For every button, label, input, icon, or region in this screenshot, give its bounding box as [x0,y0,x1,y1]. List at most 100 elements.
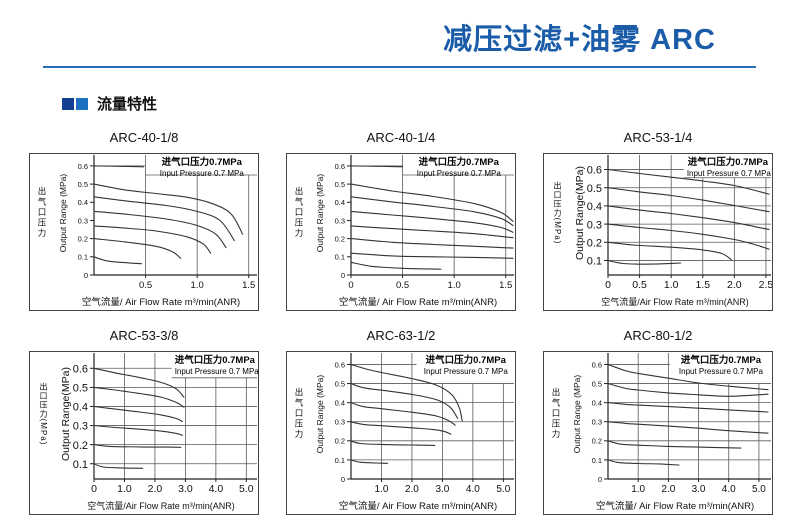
svg-text:0.6: 0.6 [78,162,88,171]
chart-box: 出气口压力 Output Range (MPa) 0 0.1 0.2 0.3 0.4 0.… [29,153,259,311]
svg-text:0.4: 0.4 [592,398,602,407]
y-axis-label-chinese: 出气口压力 [294,387,304,440]
flow-curve [607,205,770,231]
input-pressure-annotation: 进气口压力0.7MPa Input Pressure 0.7 MPa [420,355,513,378]
x-tick-labels: 0.5 1.0 1.5 [139,275,255,291]
chart-plot: 0.1 0.2 0.3 0.4 0.5 0.6 0 0.5 1.0 1.5 2.0 2.5 [587,155,772,291]
svg-text:0.1: 0.1 [592,456,602,465]
svg-text:0: 0 [84,271,88,280]
chart-cell-arc-53-14: ARC-53-1/4 出口压力(MPa) Output Range(MPa) 0… [543,130,773,311]
svg-text:4.0: 4.0 [209,483,224,495]
svg-text:0: 0 [598,475,602,484]
chart-box: 出气口压力 Output Range (MPa) 0 0.1 0.2 0.3 0.4 0.… [286,153,516,311]
svg-text:2.0: 2.0 [148,483,163,495]
flow-curve [93,444,182,448]
flow-curve [607,382,769,397]
chart-title: ARC-40-1/8 [109,130,179,145]
flow-curve [93,238,182,259]
flow-curve [350,165,404,168]
svg-text:0.1: 0.1 [587,256,602,268]
svg-text:0.5: 0.5 [632,279,647,291]
flow-curve [93,367,185,398]
title-rule [43,66,756,68]
y-tick-labels: 0 0.1 0.2 0.3 0.4 0.5 0.6 [335,162,351,280]
flow-curve [350,440,436,446]
flow-curve [607,259,682,265]
svg-text:0.3: 0.3 [592,418,602,427]
svg-text:0.4: 0.4 [587,201,602,213]
x-axis-title: 空气流量/ Air Flow Rate m³/min(ANR) [338,297,498,308]
axes [93,353,257,480]
chart-title: ARC-63-1/2 [366,328,436,343]
flow-curve [93,463,144,469]
svg-text:0.2: 0.2 [592,437,602,446]
input-pressure-annotation: 进气口压力0.7MPa Input Pressure 0.7 MPa [673,355,769,378]
chart-box: 出气口压力 Output Range (MPa) 0 0.1 0.2 0.3 0.4 0.… [543,351,773,515]
svg-text:5.0: 5.0 [496,484,510,495]
y-axis-label-chinese: 出气口压力 [37,187,47,240]
svg-text:0.2: 0.2 [78,234,88,243]
svg-text:0.6: 0.6 [592,360,602,369]
flow-curve [607,363,769,391]
svg-text:3.0: 3.0 [435,484,449,495]
y-tick-labels: 0.1 0.2 0.3 0.4 0.5 0.6 [587,165,608,268]
svg-text:0.2: 0.2 [73,440,88,452]
annotation-line-chinese: 进气口压力0.7MPa [687,157,769,168]
flow-curve [93,256,143,265]
svg-text:0.3: 0.3 [335,216,345,225]
input-pressure-annotation: 进气口压力0.7MPa Input Pressure 0.7 MPa [686,157,771,180]
y-axis-label-chinese: 出口压力(MPa) [553,181,562,245]
flow-curve [350,225,514,239]
annotation-line-chinese: 进气口压力0.7MPa [418,157,499,168]
section-marker-dark-square [62,97,74,110]
svg-text:0.1: 0.1 [335,253,345,262]
chart-title: ARC-53-3/8 [109,328,179,343]
svg-text:1.0: 1.0 [375,484,389,495]
flow-curve [93,405,183,423]
svg-text:0.3: 0.3 [78,216,88,225]
axes [93,155,257,276]
flow-curves [607,363,769,466]
svg-text:0.5: 0.5 [587,183,602,195]
x-tick-labels: 0 0.5 1.0 1.5 [348,275,512,291]
y-tick-labels: 0 0.1 0.2 0.3 0.4 0.5 0.6 [592,360,608,484]
page-title: 减压过滤+油雾 ARC [443,24,716,56]
annotation-line-english: Input Pressure 0.7 MPa [416,169,501,179]
flow-curve [607,187,770,213]
svg-text:1.0: 1.0 [448,280,461,291]
gridlines [94,353,257,479]
annotation-line-english: Input Pressure 0.7 MPa [678,367,763,377]
x-tick-labels: 0 0.5 1.0 1.5 2.0 2.5 [605,275,772,291]
flow-curve [93,196,235,242]
flow-curve [350,421,452,435]
flow-curve [350,363,463,422]
svg-text:3.0: 3.0 [178,483,193,495]
svg-text:2.0: 2.0 [727,279,742,291]
svg-text:3.0: 3.0 [692,484,706,495]
gridlines [608,155,771,275]
svg-text:0.4: 0.4 [78,198,88,207]
svg-text:0.2: 0.2 [335,437,345,446]
flow-curve [93,424,183,436]
flow-curve [93,165,145,168]
flow-curve [607,459,680,466]
annotation-line-english: Input Pressure 0.7 MPa [174,367,259,377]
flow-curve [350,210,514,233]
svg-text:0.1: 0.1 [78,253,88,262]
chart-plot: 0 0.1 0.2 0.3 0.4 0.5 0.6 1.0 2.0 3.0 4.0 5.0 [335,353,514,495]
flow-curves [350,363,463,464]
svg-text:1.5: 1.5 [242,280,255,291]
section-marker-light-square [76,97,88,110]
x-axis-title: 空气流量/ Air Flow Rate m³/min(ANR) [338,501,498,512]
annotation-line-english: Input Pressure 0.7 MPa [686,169,771,179]
svg-text:0.2: 0.2 [335,234,345,243]
gridlines [351,353,514,479]
svg-text:0.5: 0.5 [73,383,88,395]
chart-box: 出口压力(MPa) Output Range(MPa) 0.1 0.2 0.3 0.4… [543,153,773,311]
flow-curves [93,165,244,265]
flow-curve [93,225,212,254]
section-header: 流量特性 [62,93,157,114]
svg-text:4.0: 4.0 [722,484,736,495]
svg-text:1.0: 1.0 [631,484,645,495]
flow-curve [350,196,514,227]
